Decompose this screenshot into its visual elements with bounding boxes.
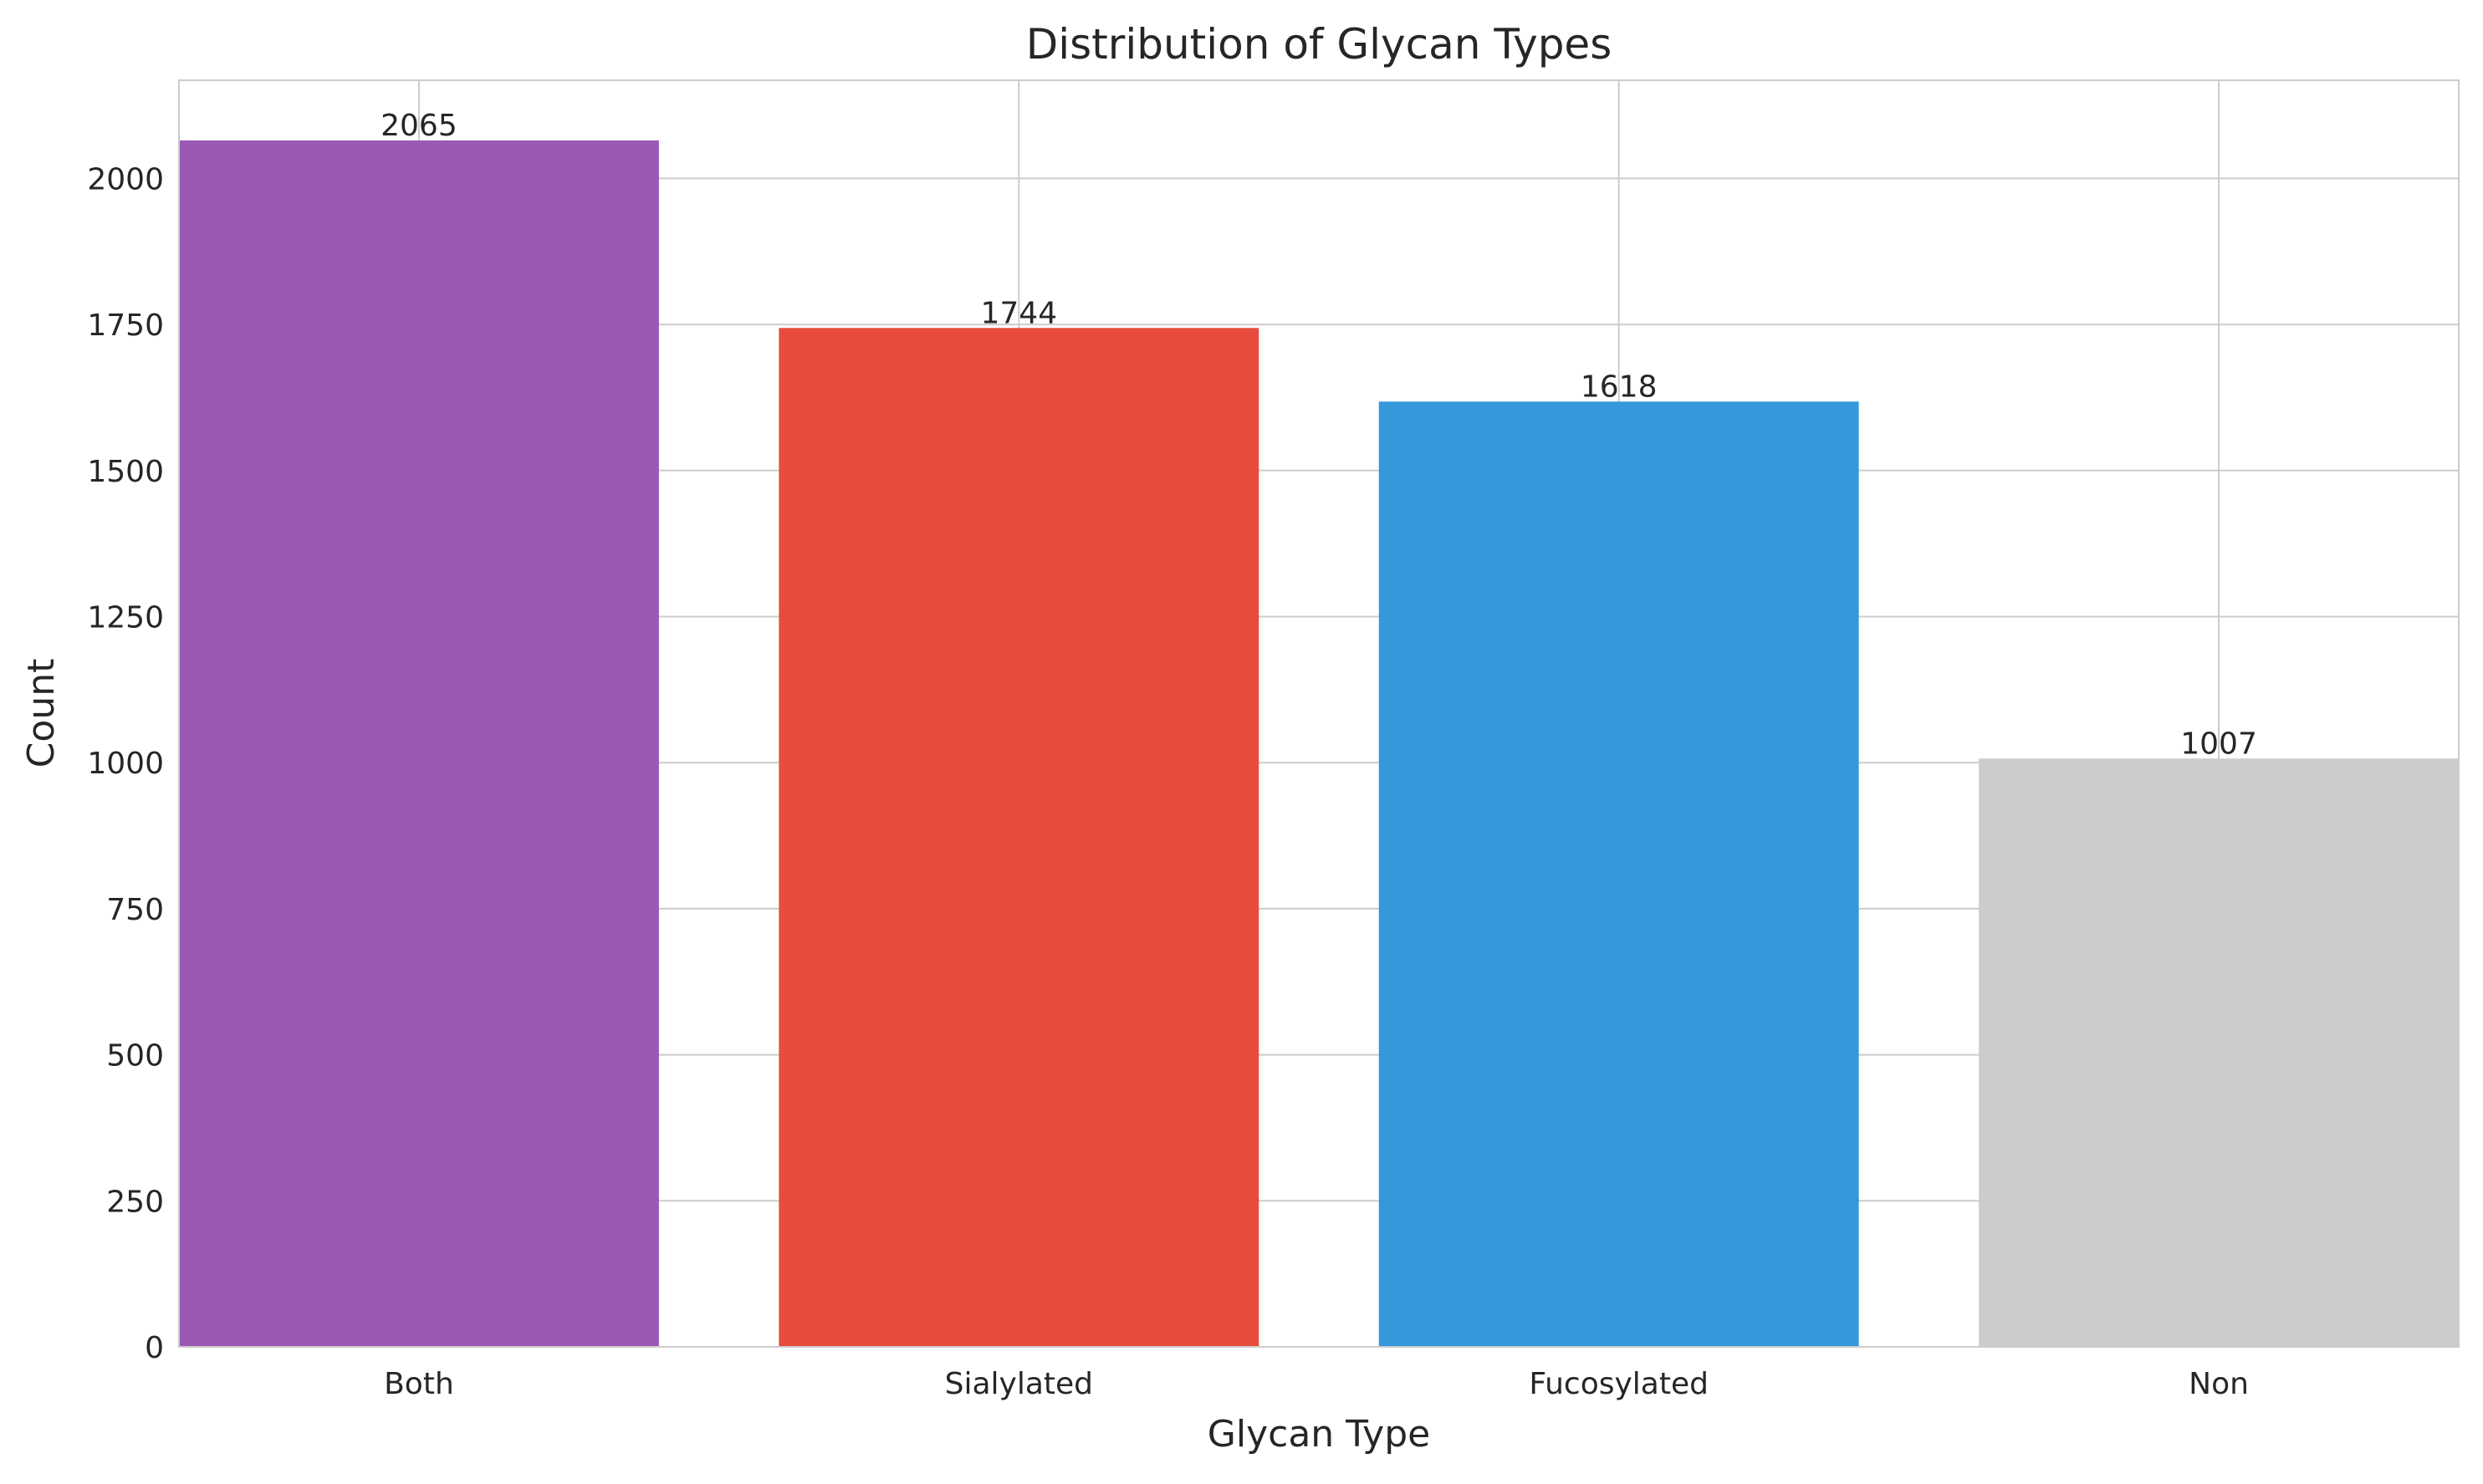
bar-fucosylated (1378, 401, 1859, 1348)
data-label: 2065 (381, 109, 457, 143)
axes-frame (178, 79, 2460, 1348)
x-tick-label: Sialylated (945, 1367, 1093, 1401)
x-axis-title: Glycan Type (1208, 1413, 1430, 1456)
y-tick-label: 1000 (87, 747, 164, 781)
y-tick-label: 500 (106, 1039, 164, 1073)
y-tick-label: 1250 (87, 600, 164, 635)
data-label: 1744 (981, 296, 1058, 330)
x-tick-label: Non (2189, 1367, 2249, 1401)
y-tick-label: 750 (106, 893, 164, 927)
y-tick-label: 1500 (87, 455, 164, 489)
y-tick-label: 250 (106, 1185, 164, 1219)
bar-sialylated (779, 328, 1259, 1347)
x-tick-label: Fucosylated (1529, 1367, 1709, 1401)
y-tick-label: 1750 (87, 309, 164, 343)
y-tick-label: 2000 (87, 162, 164, 196)
data-labels: 2065 1744 1618 1007 (381, 109, 2257, 761)
y-axis-title: Count (20, 659, 63, 768)
x-tick-labels: Both Sialylated Fucosylated Non (384, 1367, 2249, 1401)
y-tick-label: 0 (145, 1331, 164, 1365)
chart-title: Distribution of Glycan Types (1026, 20, 1612, 69)
y-tick-labels: 0 250 500 750 1000 1250 1500 1750 2000 (87, 162, 164, 1365)
bar-layer (179, 140, 2459, 1348)
bar-non (1979, 758, 2459, 1347)
x-tick-label: Both (384, 1367, 454, 1401)
data-label: 1618 (1581, 370, 1658, 404)
bar-both (179, 140, 659, 1348)
data-label: 1007 (2180, 727, 2257, 761)
